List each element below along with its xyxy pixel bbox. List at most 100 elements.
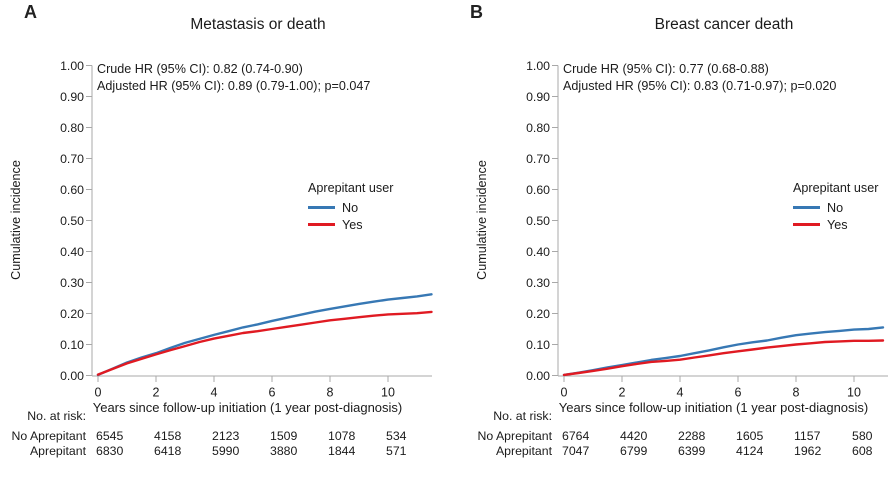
y-tick-label: 0.60	[60, 183, 84, 197]
legend-entry-no: No	[793, 199, 878, 216]
x-axis-label: Years since follow-up initiation (1 year…	[92, 400, 403, 415]
y-tick-label: 0.20	[60, 307, 84, 321]
legend-entry-no: No	[308, 199, 393, 216]
panel-b: B Breast cancer death Crude HR (95% CI): 0…	[466, 0, 891, 479]
y-tick-label: 0.30	[526, 276, 550, 290]
y-tick-label: 0.90	[526, 90, 550, 104]
panel-label-a: A	[24, 2, 37, 22]
risk-count: 2288	[678, 429, 706, 443]
curve-no	[562, 326, 885, 377]
risk-count: 3880	[270, 444, 298, 458]
x-tick-label: 2	[153, 386, 160, 400]
y-tick-label: 0.30	[60, 276, 84, 290]
curve-no	[96, 293, 433, 377]
risk-count: 6764	[562, 429, 590, 443]
y-tick-label: 0.70	[60, 152, 84, 166]
y-tick-label: 0.70	[526, 152, 550, 166]
x-tick-label: 10	[847, 386, 861, 400]
y-tick-label: 0.80	[60, 121, 84, 135]
x-tick-label: 6	[269, 386, 276, 400]
risk-count: 4158	[154, 429, 182, 443]
risk-count: 6799	[620, 444, 648, 458]
x-axis-label: Years since follow-up initiation (1 year…	[558, 400, 869, 415]
y-tick-label: 0.20	[526, 307, 550, 321]
legend: Aprepitant user No Yes	[793, 181, 878, 233]
hr-annotation: Crude HR (95% CI): 0.77 (0.68-0.88) Adjus…	[563, 61, 836, 94]
risk-count: 6399	[678, 444, 706, 458]
risk-table-caption: No. at risk:	[27, 409, 86, 423]
legend-entry-label: Yes	[827, 217, 848, 232]
legend-entry-yes: Yes	[308, 216, 393, 233]
curve-yes	[96, 310, 433, 376]
legend-line-swatch	[308, 222, 335, 227]
risk-count: 2123	[212, 429, 240, 443]
x-tick-label: 4	[677, 386, 684, 400]
legend-entry-label: No	[827, 200, 844, 215]
panel-label-b: B	[470, 2, 483, 22]
legend-line-swatch	[308, 205, 335, 210]
y-tick-label: 0.00	[60, 369, 84, 383]
risk-count: 1605	[736, 429, 764, 443]
risk-count: 1157	[794, 429, 821, 443]
risk-count: 6545	[96, 429, 124, 443]
legend-line-swatch	[793, 222, 820, 227]
risk-count: 1962	[794, 444, 822, 458]
legend-entry-yes: Yes	[793, 216, 878, 233]
hr-annotation-line: Crude HR (95% CI): 0.82 (0.74-0.90)	[97, 62, 303, 76]
x-tick-label: 8	[793, 386, 800, 400]
risk-count: 6418	[154, 444, 182, 458]
risk-count: 1509	[270, 429, 298, 443]
y-tick-label: 0.50	[60, 214, 84, 228]
risk-count: 5990	[212, 444, 240, 458]
risk-count: 4420	[620, 429, 648, 443]
y-tick-label: 0.80	[526, 121, 550, 135]
x-tick-label: 0	[95, 386, 102, 400]
legend-title: Aprepitant user	[308, 181, 394, 195]
legend-entry-label: Yes	[342, 217, 363, 232]
risk-row-label: No Aprepitant	[11, 429, 86, 443]
risk-count: 1844	[328, 444, 356, 458]
y-tick-label: 1.00	[60, 59, 84, 73]
y-tick-label: 0.60	[526, 183, 550, 197]
y-tick-label: 0.40	[60, 245, 84, 259]
risk-count: 1078	[328, 429, 356, 443]
hr-annotation: Crude HR (95% CI): 0.82 (0.74-0.90) Adjus…	[97, 61, 370, 94]
y-tick-label: 0.50	[526, 214, 550, 228]
x-tick-label: 8	[327, 386, 334, 400]
plot-area: 0.00 0.10 0.20 0.30 0.40 0.50 0.60 0.70 0.80 0.90…	[526, 59, 888, 400]
panel-a: A Metastasis or death Crude HR (95% CI): 0…	[9, 2, 433, 458]
risk-count: 534	[386, 429, 407, 443]
x-tick-label: 6	[735, 386, 742, 400]
risk-count: 608	[852, 444, 873, 458]
legend-entry-label: No	[342, 200, 359, 215]
risk-row-label: Aprepitant	[495, 444, 552, 458]
hr-annotation-line: Crude HR (95% CI): 0.77 (0.68-0.88)	[563, 62, 769, 76]
y-tick-label: 0.40	[526, 245, 550, 259]
legend-line-swatch	[793, 205, 820, 210]
hr-annotation-line: Adjusted HR (95% CI): 0.89 (0.79-1.00); …	[97, 78, 371, 93]
risk-count: 580	[852, 429, 873, 443]
chart-title: Metastasis or death	[190, 16, 326, 33]
risk-row-label: No Aprepitant	[477, 429, 552, 443]
risk-count: 6830	[96, 444, 124, 458]
curve-yes	[562, 339, 885, 377]
y-tick-label: 0.90	[60, 90, 84, 104]
x-tick-label: 0	[561, 386, 568, 400]
risk-row-label: Aprepitant	[29, 444, 86, 458]
x-tick-label: 10	[381, 386, 395, 400]
y-tick-label: 0.00	[526, 369, 550, 383]
legend-title: Aprepitant user	[793, 181, 879, 195]
plot-area: 0.00 0.10 0.20 0.30 0.40 0.50 0.60 0.70 0.80 0.90…	[60, 59, 433, 400]
risk-count: 7047	[562, 444, 590, 458]
risk-count: 571	[386, 444, 407, 458]
legend: Aprepitant user No Yes	[308, 181, 393, 233]
risk-table-caption: No. at risk:	[493, 409, 552, 423]
hr-annotation-line: Adjusted HR (95% CI): 0.83 (0.71-0.97); …	[563, 78, 837, 93]
x-tick-label: 2	[619, 386, 626, 400]
chart-title: Breast cancer death	[654, 16, 794, 33]
risk-count: 4124	[736, 444, 764, 458]
y-tick-label: 1.00	[526, 59, 550, 73]
y-tick-label: 0.10	[526, 338, 550, 352]
y-tick-label: 0.10	[60, 338, 84, 352]
